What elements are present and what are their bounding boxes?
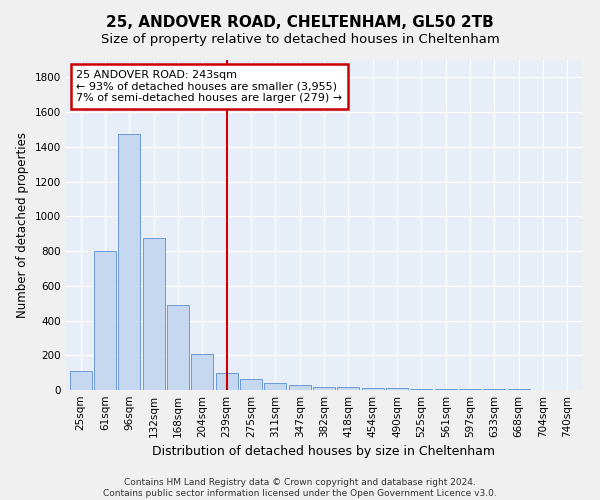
Bar (362, 388, 383, 390)
Bar (435, 389, 457, 390)
Y-axis label: Number of detached properties: Number of detached properties (16, 132, 29, 318)
Bar (70, 371, 92, 390)
Text: 25, ANDOVER ROAD, CHELTENHAM, GL50 2TB: 25, ANDOVER ROAD, CHELTENHAM, GL50 2TB (106, 15, 494, 30)
Bar (313, 386, 335, 390)
Bar (143, 238, 164, 390)
Bar (240, 378, 262, 390)
Bar (265, 383, 286, 390)
Bar (410, 388, 433, 390)
Bar (386, 388, 408, 390)
Text: Contains HM Land Registry data © Crown copyright and database right 2024.
Contai: Contains HM Land Registry data © Crown c… (103, 478, 497, 498)
Bar (289, 385, 311, 390)
Bar (191, 354, 213, 390)
Bar (118, 134, 140, 390)
Bar (94, 251, 116, 390)
Bar (215, 372, 238, 390)
Bar (337, 388, 359, 390)
Bar (167, 305, 189, 390)
Text: 25 ANDOVER ROAD: 243sqm
← 93% of detached houses are smaller (3,955)
7% of semi-: 25 ANDOVER ROAD: 243sqm ← 93% of detache… (76, 70, 343, 103)
X-axis label: Distribution of detached houses by size in Cheltenham: Distribution of detached houses by size … (152, 446, 496, 458)
Text: Size of property relative to detached houses in Cheltenham: Size of property relative to detached ho… (101, 32, 499, 46)
Bar (459, 389, 481, 390)
